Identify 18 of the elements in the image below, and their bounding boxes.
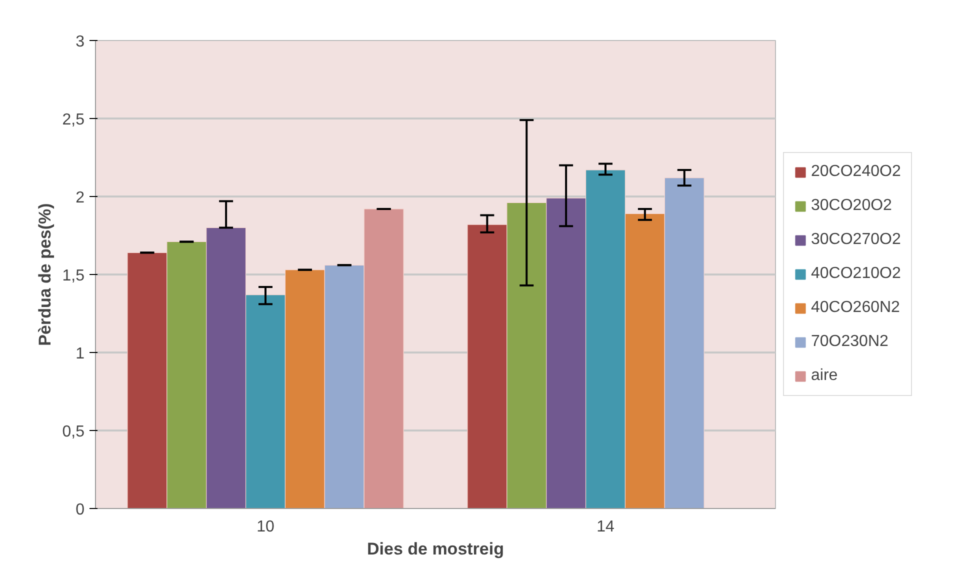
y-tick-label: 3 [76,34,85,50]
legend-label: 70O230N2 [811,333,888,351]
y-tick-label: 2,5 [62,112,85,128]
legend-label: 40CO260N2 [811,299,900,317]
x-tick-label: 14 [596,518,614,536]
y-tick-label: 0 [76,502,85,518]
y-tick-label: 1 [76,346,85,362]
legend-label: 30CO20O2 [811,197,892,215]
y-tick-label: 2 [76,190,85,206]
y-tick-label: 0,5 [62,424,85,440]
x-tick-label: 10 [256,518,274,536]
x-axis-title: Dies de mostreig [367,540,504,558]
legend-label: 40CO210O2 [811,265,901,283]
legend-label: 30CO270O2 [811,231,901,249]
y-axis-title: Pèrdua de pes(%) [35,203,54,346]
legend-label: 20CO240O2 [811,163,901,181]
legend-label: aire [811,367,838,385]
y-tick-label: 1,5 [62,268,85,284]
